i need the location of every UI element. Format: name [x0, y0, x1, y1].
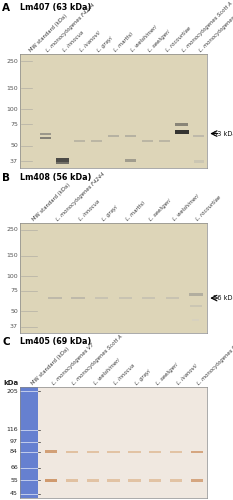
Bar [107, 450, 120, 453]
Text: A: A [2, 4, 10, 14]
Text: MW standard (kDa): MW standard (kDa) [31, 182, 71, 222]
Bar [40, 132, 51, 134]
Text: 150: 150 [6, 253, 18, 258]
Text: L. monocytogenes Scott A: L. monocytogenes Scott A [182, 1, 233, 53]
Text: L. monocytogenes V7: L. monocytogenes V7 [51, 342, 95, 386]
Bar [166, 297, 179, 299]
Text: L. monocytogenes Scott A: L. monocytogenes Scott A [72, 334, 124, 386]
Text: 250: 250 [6, 227, 18, 232]
Bar [87, 450, 99, 453]
Text: L. grayi: L. grayi [102, 204, 119, 222]
Text: L. ivanovii: L. ivanovii [176, 363, 199, 386]
Bar [91, 140, 102, 141]
Text: Lm408 (56 kDa): Lm408 (56 kDa) [20, 174, 91, 182]
Bar [142, 140, 153, 141]
Bar [149, 450, 161, 453]
Bar [142, 297, 155, 299]
Text: L. monocytogenes F4244: L. monocytogenes F4244 [45, 2, 96, 53]
Text: 50: 50 [10, 309, 18, 314]
Text: L. rocourtiae: L. rocourtiae [165, 26, 192, 53]
Text: 63 kDa: 63 kDa [213, 130, 233, 136]
Text: 75: 75 [10, 122, 18, 127]
Text: L. ivanovii: L. ivanovii [79, 30, 102, 53]
Text: L. innocua: L. innocua [114, 363, 136, 386]
Bar [175, 123, 188, 126]
Text: L. seeligeri: L. seeligeri [155, 362, 179, 386]
Bar [56, 162, 69, 164]
Bar [45, 479, 57, 482]
Bar [48, 297, 62, 300]
Text: kDa: kDa [3, 380, 19, 386]
Text: 97: 97 [10, 440, 18, 444]
Text: L. monocytogenes V7: L. monocytogenes V7 [199, 9, 233, 53]
Text: 100: 100 [6, 274, 18, 278]
Text: L. rocourtiae: L. rocourtiae [196, 194, 223, 222]
Text: 250: 250 [6, 59, 18, 64]
Text: 100: 100 [6, 107, 18, 112]
Text: L. innocua: L. innocua [79, 199, 101, 222]
Text: 66: 66 [10, 466, 18, 470]
Bar [95, 297, 108, 299]
Bar [74, 140, 85, 141]
Bar [119, 297, 132, 299]
Bar [125, 135, 136, 138]
Bar [175, 130, 189, 134]
Bar [191, 479, 203, 482]
Text: L. monocytogenes F4244: L. monocytogenes F4244 [55, 171, 106, 222]
Bar [71, 297, 86, 300]
Bar [128, 479, 140, 482]
Text: L. grayi: L. grayi [134, 368, 152, 386]
Text: B: B [2, 174, 10, 184]
Bar [170, 450, 182, 453]
Bar [192, 320, 199, 321]
Text: 205: 205 [6, 389, 18, 394]
Text: L. innocua: L. innocua [62, 30, 85, 53]
Text: 45: 45 [10, 492, 18, 496]
Text: L. grayi: L. grayi [96, 36, 114, 53]
Text: L. welshimeri: L. welshimeri [131, 25, 159, 53]
Bar [66, 450, 78, 453]
Bar [149, 479, 161, 482]
Bar [66, 479, 78, 482]
Bar [108, 135, 119, 138]
Text: L. marthii: L. marthii [114, 32, 135, 53]
Bar [87, 479, 99, 482]
Text: 116: 116 [6, 428, 18, 432]
Text: 84: 84 [10, 449, 18, 454]
Text: 150: 150 [6, 86, 18, 90]
Bar [190, 304, 202, 306]
Bar [191, 450, 203, 453]
Bar [45, 450, 57, 453]
Text: 37: 37 [10, 159, 18, 164]
Text: 56 kDa: 56 kDa [213, 295, 233, 301]
Text: MW standard (kDa): MW standard (kDa) [30, 346, 70, 386]
Bar [159, 140, 170, 141]
Text: 37: 37 [10, 324, 18, 329]
Text: L. monocytogenes F4244: L. monocytogenes F4244 [197, 335, 233, 386]
Text: L. marthii: L. marthii [125, 200, 147, 222]
Text: L. seeligeri: L. seeligeri [149, 198, 172, 222]
Bar [128, 450, 140, 453]
Bar [107, 479, 120, 482]
Text: L. welshimeri: L. welshimeri [172, 194, 200, 222]
Text: 55: 55 [10, 478, 18, 483]
Bar [40, 136, 51, 139]
Text: 75: 75 [10, 288, 18, 294]
Bar [189, 293, 203, 296]
Text: MW standard (kDa): MW standard (kDa) [28, 14, 68, 53]
Bar [20, 387, 38, 498]
Bar [194, 160, 204, 162]
Text: 50: 50 [10, 143, 18, 148]
Bar [193, 135, 205, 137]
Text: Lm405 (69 kDa): Lm405 (69 kDa) [20, 337, 91, 346]
Text: L. welshimeri: L. welshimeri [93, 358, 121, 386]
Text: Lm407 (63 kDa): Lm407 (63 kDa) [20, 4, 91, 13]
Bar [125, 158, 136, 162]
Text: C: C [2, 337, 10, 347]
Bar [56, 158, 69, 162]
Text: L. seeligeri: L. seeligeri [148, 30, 171, 53]
Bar [170, 479, 182, 482]
